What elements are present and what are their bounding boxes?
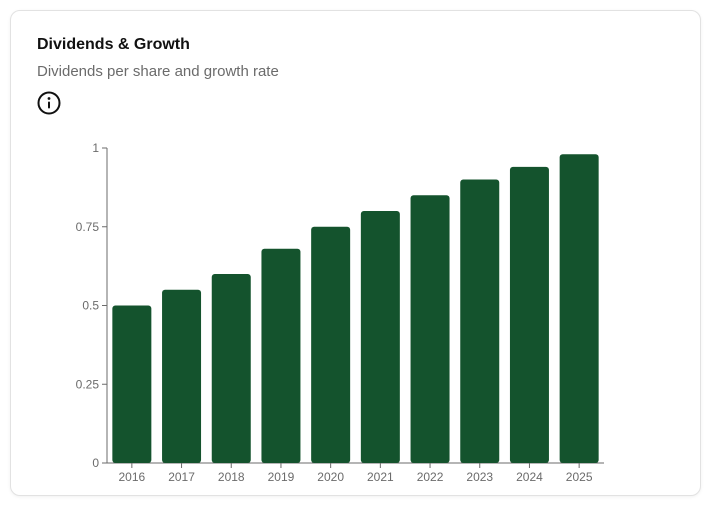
bar-2016[interactable]	[112, 305, 152, 464]
bar-2022[interactable]	[410, 195, 450, 463]
bar-2024[interactable]	[509, 166, 549, 463]
bar-2020[interactable]	[311, 226, 351, 463]
bar-2019[interactable]	[261, 248, 301, 463]
card-title: Dividends & Growth	[37, 36, 190, 53]
bar-2025[interactable]	[559, 154, 599, 464]
x-tick-label: 2016	[118, 470, 145, 484]
x-tick-label: 2024	[516, 470, 543, 484]
x-tick-label: 2020	[317, 470, 344, 484]
x-tick-label: 2017	[168, 470, 195, 484]
bar-2021[interactable]	[360, 211, 400, 463]
bar-2018[interactable]	[211, 274, 251, 463]
bars	[112, 154, 599, 464]
x-tick-label: 2025	[566, 470, 593, 484]
x-tick-label: 2019	[268, 470, 295, 484]
y-tick-label: 0.25	[76, 377, 100, 391]
y-axis: 0 0.25 0.5 0.75 1	[76, 141, 108, 470]
y-tick-label: 1	[92, 141, 99, 155]
x-tick-label: 2018	[218, 470, 245, 484]
x-tick-label: 2023	[466, 470, 493, 484]
card-subtitle: Dividends per share and growth rate	[37, 63, 279, 80]
bar-2017[interactable]	[162, 289, 202, 463]
y-tick-label: 0.75	[76, 220, 100, 234]
x-tick-label: 2021	[367, 470, 394, 484]
bar-2023[interactable]	[460, 179, 500, 464]
x-tick-label: 2022	[417, 470, 444, 484]
x-axis: 2016 2017 2018 2019 2020 2021 2022 2023 2024 2025	[107, 462, 604, 484]
y-tick-label: 0	[92, 456, 99, 470]
y-tick-label: 0.5	[82, 299, 99, 313]
info-icon[interactable]	[37, 91, 61, 115]
